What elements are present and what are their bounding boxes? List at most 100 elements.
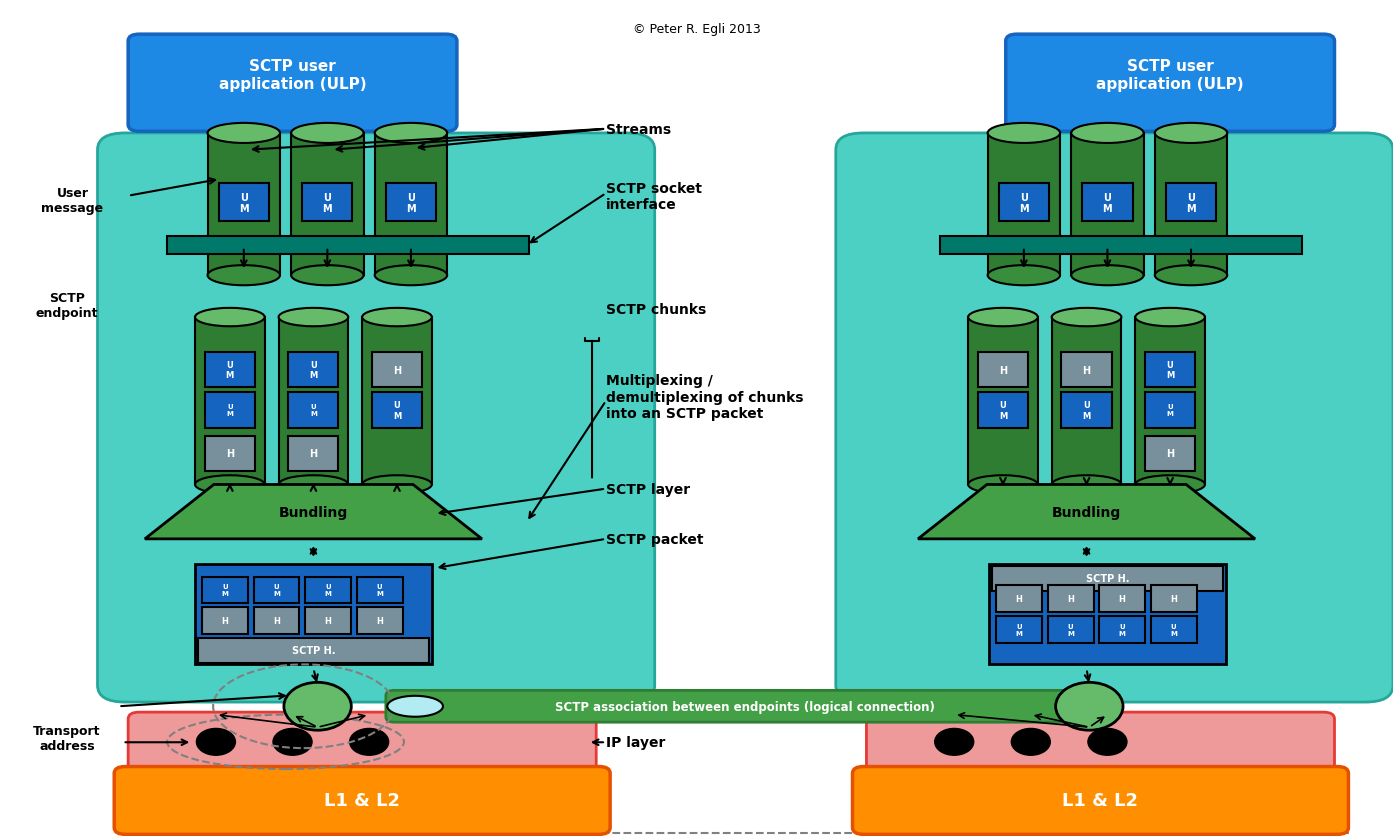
Text: U
M: U M	[226, 360, 234, 380]
Ellipse shape	[1155, 266, 1227, 286]
Bar	[1052, 318, 1121, 485]
FancyBboxPatch shape	[1006, 35, 1334, 132]
Text: SCTP packet: SCTP packet	[606, 533, 703, 546]
Text: Streams: Streams	[606, 123, 671, 136]
Bar	[291, 134, 364, 276]
Text: U
M: U M	[1170, 623, 1177, 636]
Text: H: H	[1119, 594, 1126, 603]
Text: H: H	[325, 617, 332, 625]
Text: U
M: U M	[1082, 400, 1091, 421]
FancyBboxPatch shape	[128, 35, 457, 132]
FancyBboxPatch shape	[999, 184, 1049, 222]
Ellipse shape	[935, 728, 974, 756]
Bar	[1071, 134, 1144, 276]
Ellipse shape	[988, 124, 1060, 144]
Bar	[195, 318, 265, 485]
Ellipse shape	[375, 124, 447, 144]
Text: U
M: U M	[1020, 192, 1028, 214]
FancyBboxPatch shape	[205, 353, 255, 388]
Text: SCTP socket
interface: SCTP socket interface	[606, 181, 702, 212]
FancyBboxPatch shape	[128, 712, 596, 772]
FancyBboxPatch shape	[305, 608, 351, 635]
FancyBboxPatch shape	[1166, 184, 1216, 222]
FancyBboxPatch shape	[302, 184, 352, 222]
FancyBboxPatch shape	[1061, 353, 1112, 388]
Text: SCTP user
application (ULP): SCTP user application (ULP)	[219, 59, 366, 91]
Ellipse shape	[1155, 124, 1227, 144]
Bar	[1155, 134, 1227, 276]
FancyBboxPatch shape	[219, 184, 269, 222]
Ellipse shape	[291, 266, 364, 286]
Ellipse shape	[1135, 476, 1205, 494]
Text: SCTP association between endpoints (logical connection): SCTP association between endpoints (logi…	[556, 700, 935, 713]
Text: U
M: U M	[309, 360, 318, 380]
Ellipse shape	[284, 682, 351, 731]
Text: Bundling: Bundling	[1052, 505, 1121, 519]
FancyBboxPatch shape	[202, 577, 248, 604]
Text: Bundling: Bundling	[279, 505, 348, 519]
Text: H: H	[1166, 449, 1174, 459]
Text: U
M: U M	[393, 400, 401, 421]
Ellipse shape	[968, 476, 1038, 494]
Text: H: H	[226, 449, 234, 459]
FancyBboxPatch shape	[254, 577, 299, 604]
Text: U
M: U M	[1167, 404, 1173, 417]
FancyBboxPatch shape	[372, 353, 422, 388]
Ellipse shape	[988, 266, 1060, 286]
Bar	[988, 134, 1060, 276]
Text: U
M: U M	[273, 584, 280, 597]
FancyBboxPatch shape	[372, 393, 422, 428]
Ellipse shape	[291, 124, 364, 144]
Text: U
M: U M	[221, 584, 228, 597]
Ellipse shape	[1052, 308, 1121, 327]
FancyBboxPatch shape	[386, 691, 1105, 722]
Ellipse shape	[273, 728, 312, 756]
Text: U
M: U M	[1166, 360, 1174, 380]
FancyBboxPatch shape	[98, 134, 655, 702]
FancyBboxPatch shape	[357, 608, 403, 635]
Text: U
M: U M	[325, 584, 332, 597]
Text: U
M: U M	[323, 192, 332, 214]
FancyBboxPatch shape	[198, 638, 429, 663]
Ellipse shape	[1135, 308, 1205, 327]
Text: SCTP H.: SCTP H.	[1085, 573, 1130, 584]
Polygon shape	[145, 485, 482, 539]
Text: SCTP H.: SCTP H.	[291, 645, 336, 655]
FancyBboxPatch shape	[1061, 393, 1112, 428]
FancyBboxPatch shape	[853, 767, 1348, 834]
Bar	[279, 318, 348, 485]
Bar	[375, 134, 447, 276]
Polygon shape	[918, 485, 1255, 539]
Ellipse shape	[1071, 124, 1144, 144]
Ellipse shape	[968, 308, 1038, 327]
FancyBboxPatch shape	[114, 767, 610, 834]
FancyBboxPatch shape	[940, 237, 1302, 255]
Text: U
M: U M	[1119, 623, 1126, 636]
Text: H: H	[221, 617, 228, 625]
Text: User
message: User message	[42, 186, 103, 215]
FancyBboxPatch shape	[305, 577, 351, 604]
Ellipse shape	[375, 266, 447, 286]
Ellipse shape	[362, 308, 432, 327]
FancyBboxPatch shape	[1048, 616, 1094, 643]
Ellipse shape	[362, 476, 432, 494]
Text: H: H	[1015, 594, 1022, 603]
Text: SCTP layer: SCTP layer	[606, 482, 690, 496]
FancyBboxPatch shape	[989, 564, 1226, 665]
FancyBboxPatch shape	[202, 608, 248, 635]
FancyBboxPatch shape	[1151, 616, 1197, 643]
Ellipse shape	[195, 476, 265, 494]
Text: U
M: U M	[1067, 623, 1074, 636]
FancyBboxPatch shape	[996, 585, 1042, 612]
Text: U
M: U M	[1187, 192, 1195, 214]
Ellipse shape	[1071, 266, 1144, 286]
FancyBboxPatch shape	[1145, 436, 1195, 472]
FancyBboxPatch shape	[836, 134, 1393, 702]
FancyBboxPatch shape	[205, 393, 255, 428]
Ellipse shape	[1056, 682, 1123, 731]
FancyBboxPatch shape	[205, 436, 255, 472]
Text: H: H	[1170, 594, 1177, 603]
FancyBboxPatch shape	[1099, 616, 1145, 643]
Ellipse shape	[208, 124, 280, 144]
FancyBboxPatch shape	[866, 712, 1334, 772]
